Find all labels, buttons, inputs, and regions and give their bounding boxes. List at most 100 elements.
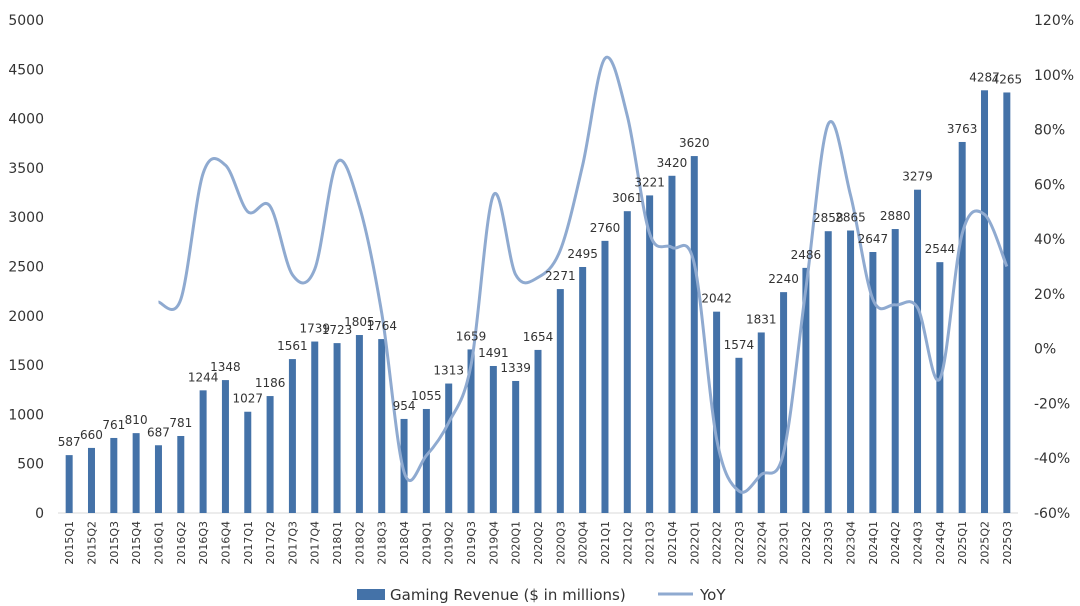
left-tick-label: 4500 — [8, 62, 44, 78]
bar — [244, 411, 252, 513]
bar-data-label: 1027 — [232, 392, 263, 406]
legend-label-bar: Gaming Revenue ($ in millions) — [390, 586, 626, 604]
bar — [668, 175, 676, 513]
x-tick-label: 2018Q3 — [376, 521, 389, 565]
yoy-line — [157, 55, 1009, 494]
right-tick-label: 60% — [1034, 177, 1065, 193]
bar-data-label: 3420 — [657, 156, 688, 170]
bar-series — [65, 90, 1011, 514]
right-tick-label: 20% — [1034, 287, 1065, 303]
bar-data-label: 810 — [125, 413, 148, 427]
x-tick-label: 2015Q4 — [130, 521, 143, 565]
bar — [333, 343, 341, 513]
bar-data-label: 2042 — [701, 292, 732, 306]
x-tick-label: 2019Q3 — [465, 521, 478, 565]
bar-data-label: 2544 — [925, 242, 956, 256]
left-tick-label: 2500 — [8, 260, 44, 276]
bar-data-label: 2271 — [545, 269, 576, 283]
right-tick-label: 80% — [1034, 123, 1065, 139]
bar — [288, 359, 296, 513]
x-tick-label: 2019Q1 — [420, 521, 433, 565]
bar — [489, 365, 497, 513]
bar-data-label: 1739 — [299, 322, 330, 336]
bar — [378, 339, 386, 513]
x-tick-label: 2020Q3 — [554, 521, 567, 565]
x-tick-label: 2021Q3 — [644, 521, 657, 565]
bar — [199, 390, 207, 513]
bar — [266, 396, 274, 513]
bar — [981, 90, 989, 513]
bar — [936, 262, 944, 513]
bar-data-label: 1244 — [188, 370, 219, 384]
bar-data-label: 4265 — [992, 72, 1023, 86]
bar — [355, 335, 363, 513]
x-tick-label: 2015Q3 — [108, 521, 121, 565]
bar — [579, 266, 587, 513]
bar — [512, 380, 520, 513]
bar-data-label: 2495 — [567, 247, 598, 261]
x-tick-label: 2021Q2 — [621, 521, 634, 565]
bar-data-label: 2880 — [880, 209, 911, 223]
x-tick-label: 2024Q4 — [934, 521, 947, 565]
x-tick-label: 2025Q3 — [1001, 521, 1014, 565]
bar-data-label: 3763 — [947, 122, 978, 136]
bar-data-label: 1654 — [523, 330, 554, 344]
bar-data-label: 2760 — [590, 221, 621, 235]
left-axis: 0 500 1000 1500 2000 2500 3000 3500 4000 4500 5000 — [8, 13, 1018, 522]
right-tick-label: 0% — [1034, 342, 1056, 358]
bar — [646, 195, 654, 513]
left-tick-label: 500 — [17, 457, 44, 473]
bar — [735, 357, 743, 513]
right-tick-label: -40% — [1034, 451, 1070, 467]
legend-swatch-bar — [357, 589, 385, 600]
bar-data-label: 1805 — [344, 315, 375, 329]
bar — [869, 252, 877, 513]
x-tick-label: 2020Q4 — [577, 521, 590, 565]
x-tick-label: 2020Q1 — [510, 521, 523, 565]
bar-data-label: 1574 — [724, 338, 755, 352]
x-tick-label: 2025Q2 — [979, 521, 992, 565]
bar — [65, 455, 73, 513]
left-tick-label: 4000 — [8, 112, 44, 128]
bar — [802, 267, 810, 513]
bar-data-label: 1339 — [500, 361, 531, 375]
bar — [87, 447, 95, 513]
bar — [177, 435, 185, 513]
bar — [690, 156, 698, 513]
right-tick-label: -20% — [1034, 396, 1070, 412]
bar — [221, 380, 229, 513]
left-tick-label: 1500 — [8, 358, 44, 374]
x-tick-label: 2024Q2 — [889, 521, 902, 565]
bar — [110, 437, 118, 513]
x-tick-label: 2023Q1 — [778, 521, 791, 565]
x-tick-label: 2015Q2 — [85, 521, 98, 565]
yoy-line-series — [157, 55, 1009, 494]
x-tick-label: 2015Q1 — [63, 521, 76, 565]
x-tick-label: 2016Q2 — [175, 521, 188, 565]
x-tick-label: 2024Q3 — [912, 521, 925, 565]
bar-data-label: 1348 — [210, 360, 241, 374]
bar-data-label: 3279 — [902, 170, 933, 184]
x-tick-label: 2018Q1 — [331, 521, 344, 565]
right-axis: -60% -40% -20% 0% 20% 40% 60% 80% 100% 120% — [1034, 13, 1074, 522]
bar — [601, 240, 609, 513]
bar-data-label: 1764 — [366, 319, 397, 333]
bar — [534, 349, 542, 513]
bar-data-label: 1186 — [255, 376, 286, 390]
right-tick-label: 40% — [1034, 232, 1065, 248]
bar-data-label: 587 — [58, 435, 81, 449]
bar — [556, 289, 564, 513]
x-tick-label: 2024Q1 — [867, 521, 880, 565]
x-tick-label: 2016Q4 — [219, 521, 232, 565]
bar — [1003, 92, 1011, 513]
bar-data-label: 2240 — [768, 272, 799, 286]
x-tick-label: 2022Q4 — [755, 521, 768, 565]
bar — [713, 311, 721, 513]
x-tick-label: 2023Q2 — [800, 521, 813, 565]
left-tick-label: 3500 — [8, 161, 44, 177]
right-tick-label: 120% — [1034, 13, 1074, 29]
x-tick-label: 2020Q2 — [532, 521, 545, 565]
legend: Gaming Revenue ($ in millions) YoY — [357, 586, 726, 604]
legend-label-line: YoY — [699, 586, 726, 604]
